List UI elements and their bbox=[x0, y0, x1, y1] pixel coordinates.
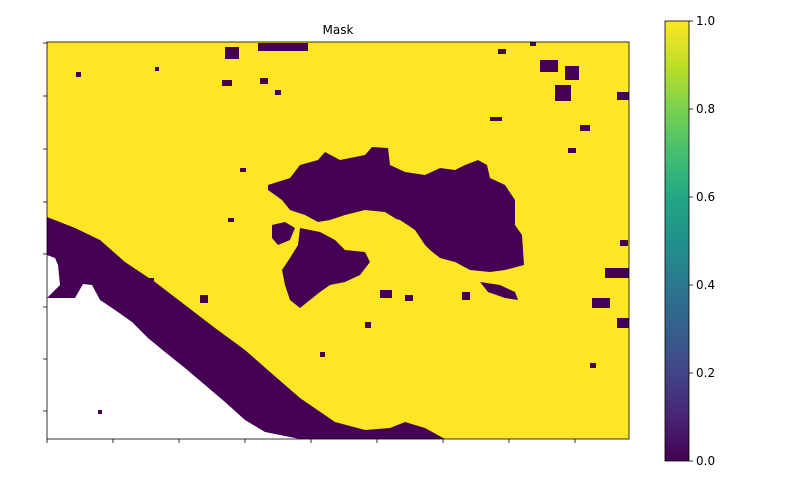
colorbar-tick-label: 0.4 bbox=[696, 278, 715, 292]
mask-image bbox=[47, 42, 629, 439]
mask-region-zero-lower bbox=[282, 228, 370, 308]
colorbar bbox=[664, 20, 690, 462]
x-axis-ticks bbox=[46, 439, 576, 443]
mask-region-zero-inner bbox=[335, 215, 425, 262]
plot-frame bbox=[46, 41, 630, 440]
chart-title: Mask bbox=[323, 23, 354, 37]
colorbar-tick-label: 0.8 bbox=[696, 102, 715, 116]
colorbar-ticks: 0.0 0.2 0.4 0.6 0.8 1.0 bbox=[689, 14, 715, 468]
mask-region-zero-center bbox=[268, 147, 524, 272]
mask-region-zero-mid bbox=[272, 222, 295, 245]
mask-specks bbox=[76, 42, 629, 414]
colorbar-tick-label: 0.6 bbox=[696, 190, 715, 204]
colorbar-tick-label: 0.2 bbox=[696, 366, 715, 380]
y-axis-ticks bbox=[43, 42, 47, 412]
colorbar-tick-label: 0.0 bbox=[696, 454, 715, 468]
mask-region-zero-right bbox=[480, 282, 518, 300]
mask-region-nodata bbox=[47, 255, 300, 439]
colorbar-tick-label: 1.0 bbox=[696, 14, 715, 28]
